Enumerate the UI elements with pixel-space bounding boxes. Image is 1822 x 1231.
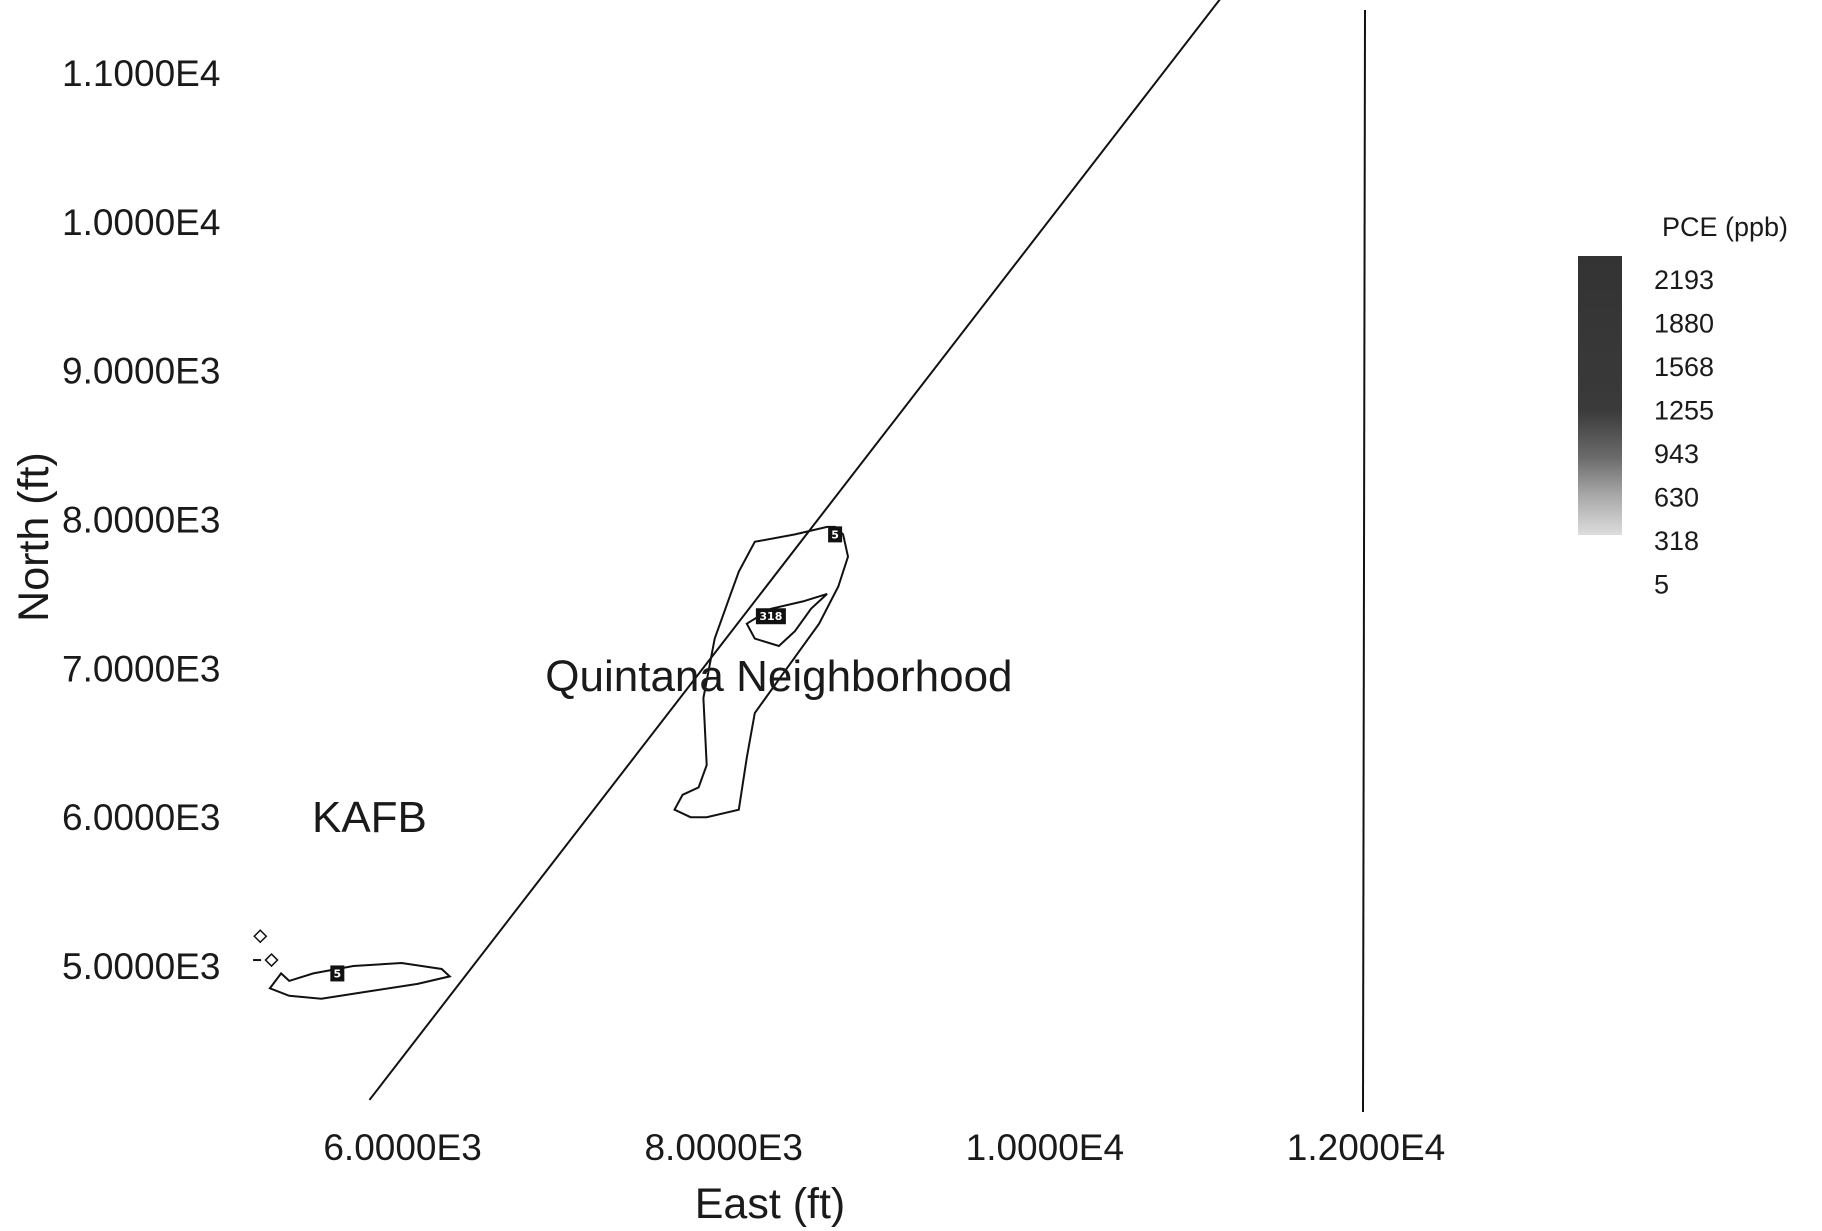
x-tick-label: 1.2000E4: [1287, 1127, 1445, 1168]
vertical-boundary-line: [1362, 9, 1366, 1113]
y-tick-label: 6.0000E3: [62, 797, 220, 838]
plot-area: 5 318 5: [253, 0, 1366, 1113]
contour-line: [745, 592, 828, 648]
diamond-marker: [264, 952, 279, 968]
y-tick-label: 1.1000E4: [62, 53, 220, 94]
legend-level-label: 5: [1654, 570, 1669, 600]
legend-colorbar: [1578, 256, 1622, 535]
legend-level-label: 1255: [1654, 396, 1714, 426]
y-tick-label: 1.0000E4: [62, 202, 220, 243]
map-annotation: KAFB: [312, 793, 427, 842]
contour-label-box: [755, 608, 786, 625]
legend-level-label: 1568: [1654, 352, 1714, 382]
y-tick-label: 5.0000E3: [62, 946, 220, 987]
y-axis-ticks: 1.1000E4 1.0000E4 9.0000E3 8.0000E3 7.0000E3…: [62, 53, 220, 987]
legend-level-label: 318: [1654, 526, 1699, 556]
x-tick-label: 6.0000E3: [323, 1127, 481, 1168]
diamond-marker: [253, 929, 268, 944]
contour-label: 5: [334, 967, 342, 980]
contour-label: 318: [759, 610, 782, 623]
legend-level-label: 2193: [1654, 265, 1714, 295]
contour-label-box: [828, 526, 843, 543]
legend-title: PCE (ppb): [1662, 212, 1788, 242]
x-axis-label: East (ft): [695, 1180, 846, 1228]
x-axis-ticks: 6.0000E3 8.0000E3 1.0000E4 1.2000E4: [323, 1127, 1445, 1168]
y-tick-label: 7.0000E3: [62, 648, 220, 689]
legend-level-label: 943: [1654, 439, 1699, 469]
contour-line: [268, 961, 452, 1000]
legend-level-label: 1880: [1654, 309, 1714, 339]
x-tick-label: 8.0000E3: [644, 1127, 802, 1168]
boundary-line: [368, 0, 1221, 1101]
contour-label: 5: [831, 528, 839, 541]
legend-level-label: 630: [1654, 483, 1699, 513]
y-tick-label: 9.0000E3: [62, 351, 220, 392]
x-tick-label: 1.0000E4: [966, 1127, 1124, 1168]
contour-label-box: [330, 965, 345, 982]
y-tick-label: 8.0000E3: [62, 500, 220, 541]
legend: PCE (ppb) 2193 1880 1568 1255 943 630 318 5: [1578, 212, 1788, 600]
y-axis-label: North (ft): [10, 452, 58, 622]
map-annotation: Quintana Neighborhood: [545, 652, 1012, 701]
annotations: Quintana Neighborhood KAFB: [312, 652, 1013, 842]
legend-values: 2193 1880 1568 1255 943 630 318 5: [1654, 265, 1714, 600]
contour-line: [673, 525, 850, 819]
